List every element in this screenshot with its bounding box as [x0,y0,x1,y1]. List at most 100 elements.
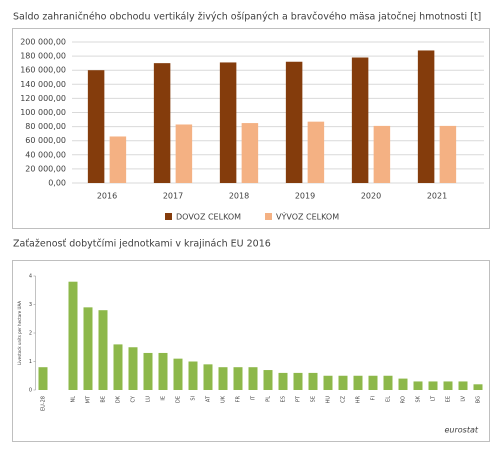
y-tick-label: 20 000,00 [25,164,66,173]
bar [241,123,259,183]
x-tick-label: 2018 [229,192,249,201]
x-tick-label: SI [191,396,197,401]
x-tick-label: AT [206,395,212,402]
x-tick-label: DK [116,395,122,403]
bar [458,381,468,390]
bar [128,347,138,390]
x-tick-label: CY [131,395,137,402]
y-tick-label: 1 [29,359,32,365]
x-tick-label: 2020 [361,192,381,201]
bar [83,307,93,390]
legend-label: VÝVOZ CELKOM [276,211,339,222]
x-tick-label: SE [311,396,317,402]
bar [173,358,183,390]
x-tick-label: FR [236,395,242,402]
x-tick-label: LU [146,396,152,403]
bar [188,361,198,390]
bar [351,57,369,184]
bar [323,375,333,390]
x-tick-label: HU [326,396,332,404]
bar [428,381,438,390]
bar [109,136,127,183]
x-tick-label: 2019 [295,192,315,201]
bar [413,381,423,390]
bar [233,367,243,390]
y-axis-label: Livestock units per hectare UAA [17,301,22,365]
x-tick-label: IT [251,395,257,400]
x-tick-label: NL [71,396,77,403]
x-tick-label: 2016 [97,192,117,201]
bar [143,352,153,390]
y-tick-label: 200 000,00 [20,38,66,47]
x-tick-label: FI [371,396,377,400]
bar [38,367,48,390]
y-tick-label: 4 [29,274,32,280]
bar [473,384,483,390]
legend-swatch [165,213,172,220]
source-logo: eurostat [444,426,478,435]
x-tick-label: EE [446,396,452,402]
x-tick-label: EL [386,396,392,402]
bar [353,375,363,390]
bar [338,375,348,390]
bar [278,372,288,390]
bar [158,352,168,390]
chart-title: Zaťaženosť dobytčími jednotkami v krajin… [13,239,271,250]
bar [203,364,213,390]
chart-title: Saldo zahraničného obchodu vertikály živ… [13,12,481,23]
bar [307,121,325,183]
bar [175,124,193,183]
y-tick-label: 2 [29,331,32,337]
x-tick-label: HR [356,395,362,403]
bar [308,372,318,390]
y-tick-label: 120 000,00 [20,94,66,103]
bar [87,70,105,183]
y-tick-label: 40 000,00 [25,150,66,159]
y-tick-label: 140 000,00 [20,80,66,89]
x-tick-label: UK [221,395,227,403]
x-tick-label: LV [461,395,467,401]
bar [285,61,303,183]
bar [443,381,453,390]
bar [373,125,391,183]
bar [113,344,123,390]
y-tick-label: 60 000,00 [25,136,66,145]
x-tick-label: PT [296,395,302,402]
x-tick-label: CZ [341,395,347,402]
y-tick-label: 0 [29,388,32,394]
x-tick-label: 2021 [427,192,447,201]
x-tick-label: BG [476,396,482,403]
bar [153,63,171,183]
bar [439,125,457,183]
x-tick-label: EU-28 [41,396,47,411]
y-tick-label: 3 [29,302,32,308]
bar [293,372,303,390]
bar [383,375,393,390]
y-tick-label: 100 000,00 [20,108,66,117]
y-tick-label: 160 000,00 [20,66,66,75]
legend-label: DOVOZ CELKOM [176,213,241,222]
y-tick-label: 0,00 [48,179,66,188]
bar [263,370,273,390]
bar [68,281,78,390]
x-tick-label: ES [281,396,287,402]
x-tick-label: RO [401,396,407,403]
legend-swatch [265,213,272,220]
x-tick-label: DE [176,396,182,403]
bar [368,375,378,390]
bar [398,378,408,390]
bar [98,310,108,390]
bar [218,367,228,390]
y-tick-label: 180 000,00 [20,52,66,61]
x-tick-label: 2017 [163,192,183,201]
x-tick-label: SK [416,395,422,402]
x-tick-label: BE [101,396,107,403]
y-tick-label: 80 000,00 [25,122,66,131]
x-tick-label: MT [86,395,92,403]
x-tick-label: PL [266,396,272,402]
x-tick-label: IE [161,396,167,401]
x-tick-label: LT [431,395,437,401]
bar [248,367,258,390]
bar [417,50,435,184]
